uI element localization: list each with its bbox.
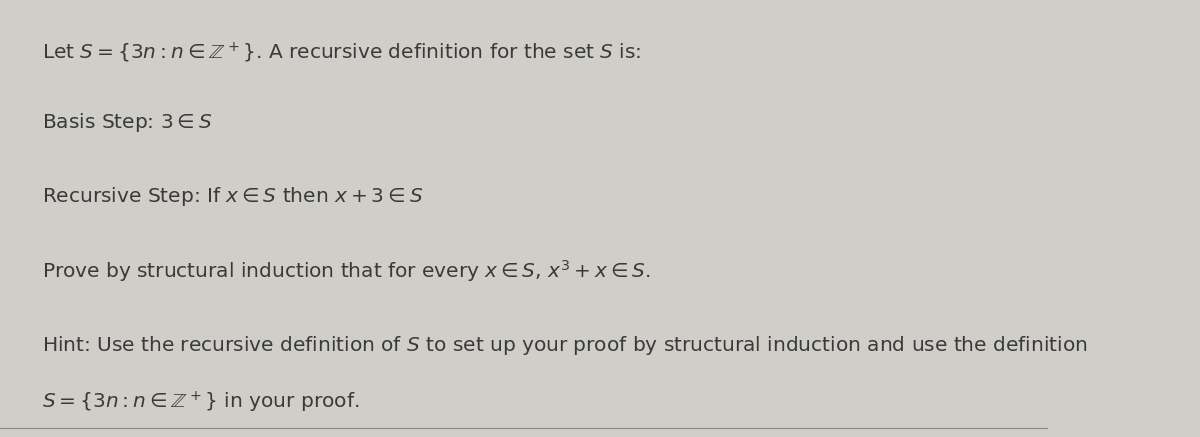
- Text: Prove by structural induction that for every $x \in S$, $x^3 + x \in S$.: Prove by structural induction that for e…: [42, 258, 650, 284]
- Text: Basis Step: $3 \in S$: Basis Step: $3 \in S$: [42, 111, 212, 134]
- Text: $S = \{3n : n \in \mathbb{Z}^+\}$ in your proof.: $S = \{3n : n \in \mathbb{Z}^+\}$ in you…: [42, 389, 359, 415]
- Text: Let $S = \{3n : n \in \mathbb{Z}^+\}$. A recursive definition for the set $S$ is: Let $S = \{3n : n \in \mathbb{Z}^+\}$. A…: [42, 40, 641, 65]
- Text: Hint: Use the recursive definition of $S$ to set up your proof by structural ind: Hint: Use the recursive definition of $S…: [42, 334, 1087, 357]
- Text: Recursive Step: If $x \in S$ then $x + 3 \in S$: Recursive Step: If $x \in S$ then $x + 3…: [42, 185, 424, 208]
